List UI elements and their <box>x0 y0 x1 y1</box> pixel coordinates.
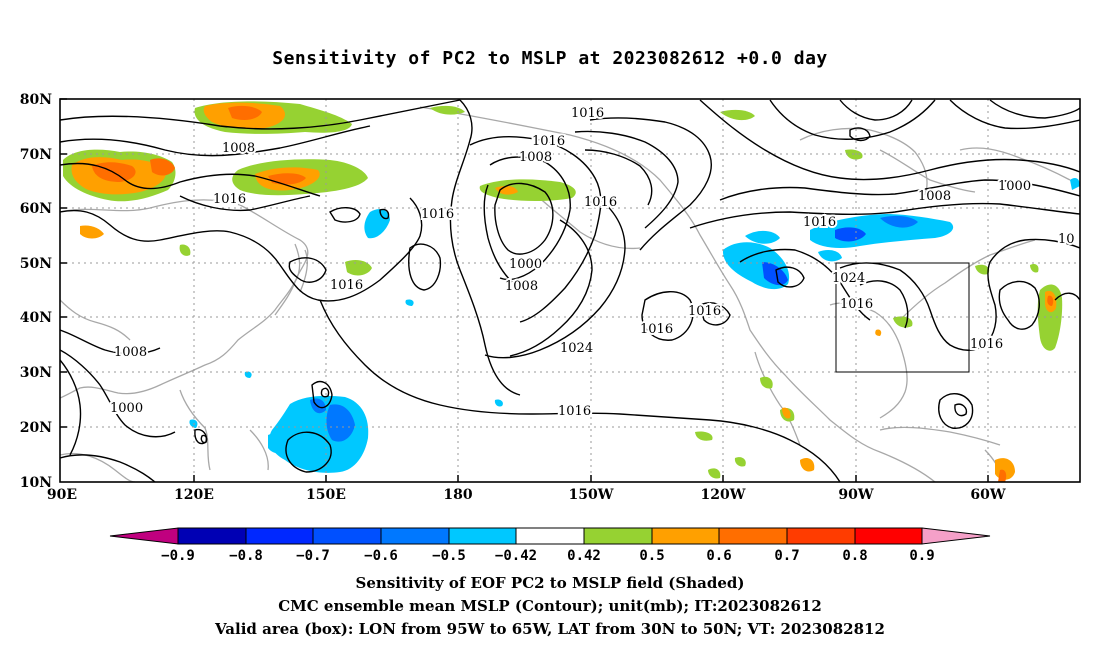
colorbar-labels: −0.9 −0.8 −0.7 −0.6 −0.5 −0.42 0.42 0.5 … <box>161 548 935 564</box>
colorbar-bin <box>718 527 788 545</box>
lat-label: 80N <box>20 92 52 108</box>
lon-label: 120E <box>174 487 214 503</box>
mslp-contours <box>60 99 1080 482</box>
lon-label: 150E <box>306 487 346 503</box>
contour-label: 1000 <box>110 401 143 416</box>
contour-label: 1016 <box>213 192 246 207</box>
contour-label: 1016 <box>584 195 617 210</box>
contour-label: 1024 <box>560 341 593 356</box>
tick-marks <box>60 98 989 482</box>
contour-label: 1000 <box>509 257 542 272</box>
lat-label: 70N <box>20 147 52 163</box>
contour-label: 1016 <box>421 207 454 222</box>
contour-label: 1008 <box>114 345 147 360</box>
colorbar-label: 0.6 <box>706 548 731 564</box>
colorbar-bin <box>245 527 314 545</box>
caption-contour: CMC ensemble mean MSLP (Contour); unit(m… <box>278 597 822 615</box>
colorbar-bin <box>515 527 585 545</box>
lon-label: 90W <box>838 487 873 503</box>
contour-label: 1008 <box>918 189 951 204</box>
colorbar-label: 0.42 <box>567 548 601 564</box>
colorbar-bin <box>177 527 247 545</box>
latitude-labels: 80N 70N 60N 50N 40N 30N 20N 10N <box>20 92 52 491</box>
colorbar-bin <box>786 527 856 545</box>
contour-label: 1016 <box>840 297 873 312</box>
lat-label: 20N <box>20 420 52 436</box>
colorbar-low-arrow <box>109 527 179 545</box>
colorbar-label: −0.6 <box>364 548 398 564</box>
colorbar-bin <box>583 527 653 545</box>
contour-label: 1000 <box>998 179 1031 194</box>
lat-label: 10N <box>20 475 52 491</box>
colorbar-high-arrow <box>921 527 991 545</box>
lat-label: 30N <box>20 365 52 381</box>
contour-label: 1016 <box>688 304 721 319</box>
lon-label: 180 <box>443 487 472 503</box>
colorbar-bin <box>651 527 720 545</box>
caption-valid-area: Valid area (box): LON from 95W to 65W, L… <box>215 620 885 638</box>
contour-label: 1008 <box>519 150 552 165</box>
map-title: Sensitivity of PC2 to MSLP at 2023082612… <box>272 48 828 69</box>
map-frame <box>59 98 1081 483</box>
colorbar-label: 0.8 <box>842 548 867 564</box>
caption-shaded: Sensitivity of EOF PC2 to MSLP field (Sh… <box>355 574 745 592</box>
colorbar-label: 0.7 <box>774 548 799 564</box>
colorbar-label: −0.5 <box>432 548 466 564</box>
lat-label: 50N <box>20 256 52 272</box>
lat-label: 60N <box>20 201 52 217</box>
colorbar-label: −0.7 <box>296 548 330 564</box>
colorbar-bin <box>854 527 923 545</box>
colorbar-label: −0.42 <box>495 548 537 564</box>
colorbar-label: 0.5 <box>639 548 664 564</box>
contour-label: 1016 <box>558 404 591 419</box>
contour-label: 1024 <box>832 271 865 286</box>
contour-label: 1016 <box>970 337 1003 352</box>
colorbar-bin <box>312 527 382 545</box>
colorbar-label: −0.9 <box>161 548 195 564</box>
colorbar-bin <box>380 527 450 545</box>
map-plot-area: 1016 1016 1008 1008 1016 1016 1000 1008 … <box>60 99 1080 482</box>
contour-label: 1016 <box>532 134 565 149</box>
colorbar-bin <box>448 527 517 545</box>
grid-lines <box>60 99 1080 482</box>
longitude-labels: 90E 120E 150E 180 150W 120W 90W 60W <box>47 487 1006 503</box>
contour-label: 1008 <box>505 279 538 294</box>
lon-label: 60W <box>970 487 1005 503</box>
valid-area-box <box>835 262 970 373</box>
contour-labels: 1016 1016 1008 1008 1016 1016 1000 1008 … <box>108 104 1077 421</box>
contour-label: 10 <box>1058 232 1075 247</box>
contour-label: 1016 <box>571 106 604 121</box>
contour-label: 1016 <box>803 215 836 230</box>
contour-label: 1016 <box>330 278 363 293</box>
lat-label: 40N <box>20 310 52 326</box>
colorbar-label: 0.9 <box>909 548 934 564</box>
colorbar-label: −0.8 <box>229 548 263 564</box>
colorbar <box>109 527 991 545</box>
lon-label: 150W <box>569 487 614 503</box>
contour-label: 1008 <box>222 141 255 156</box>
lon-label: 90E <box>47 487 77 503</box>
contour-label: 1016 <box>640 322 673 337</box>
lon-label: 120W <box>701 487 746 503</box>
